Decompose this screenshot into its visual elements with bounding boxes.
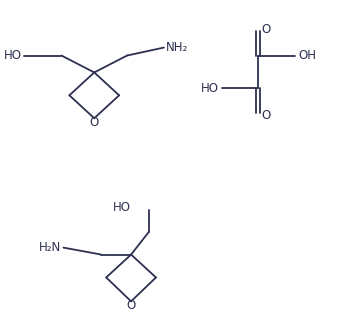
Text: O: O — [90, 116, 99, 129]
Text: HO: HO — [201, 82, 219, 95]
Text: O: O — [262, 109, 271, 122]
Text: O: O — [262, 23, 271, 36]
Text: HO: HO — [113, 201, 131, 214]
Text: OH: OH — [298, 49, 316, 62]
Text: HO: HO — [4, 49, 22, 62]
Text: O: O — [126, 299, 136, 312]
Text: NH₂: NH₂ — [166, 41, 188, 54]
Text: H₂N: H₂N — [39, 241, 61, 254]
